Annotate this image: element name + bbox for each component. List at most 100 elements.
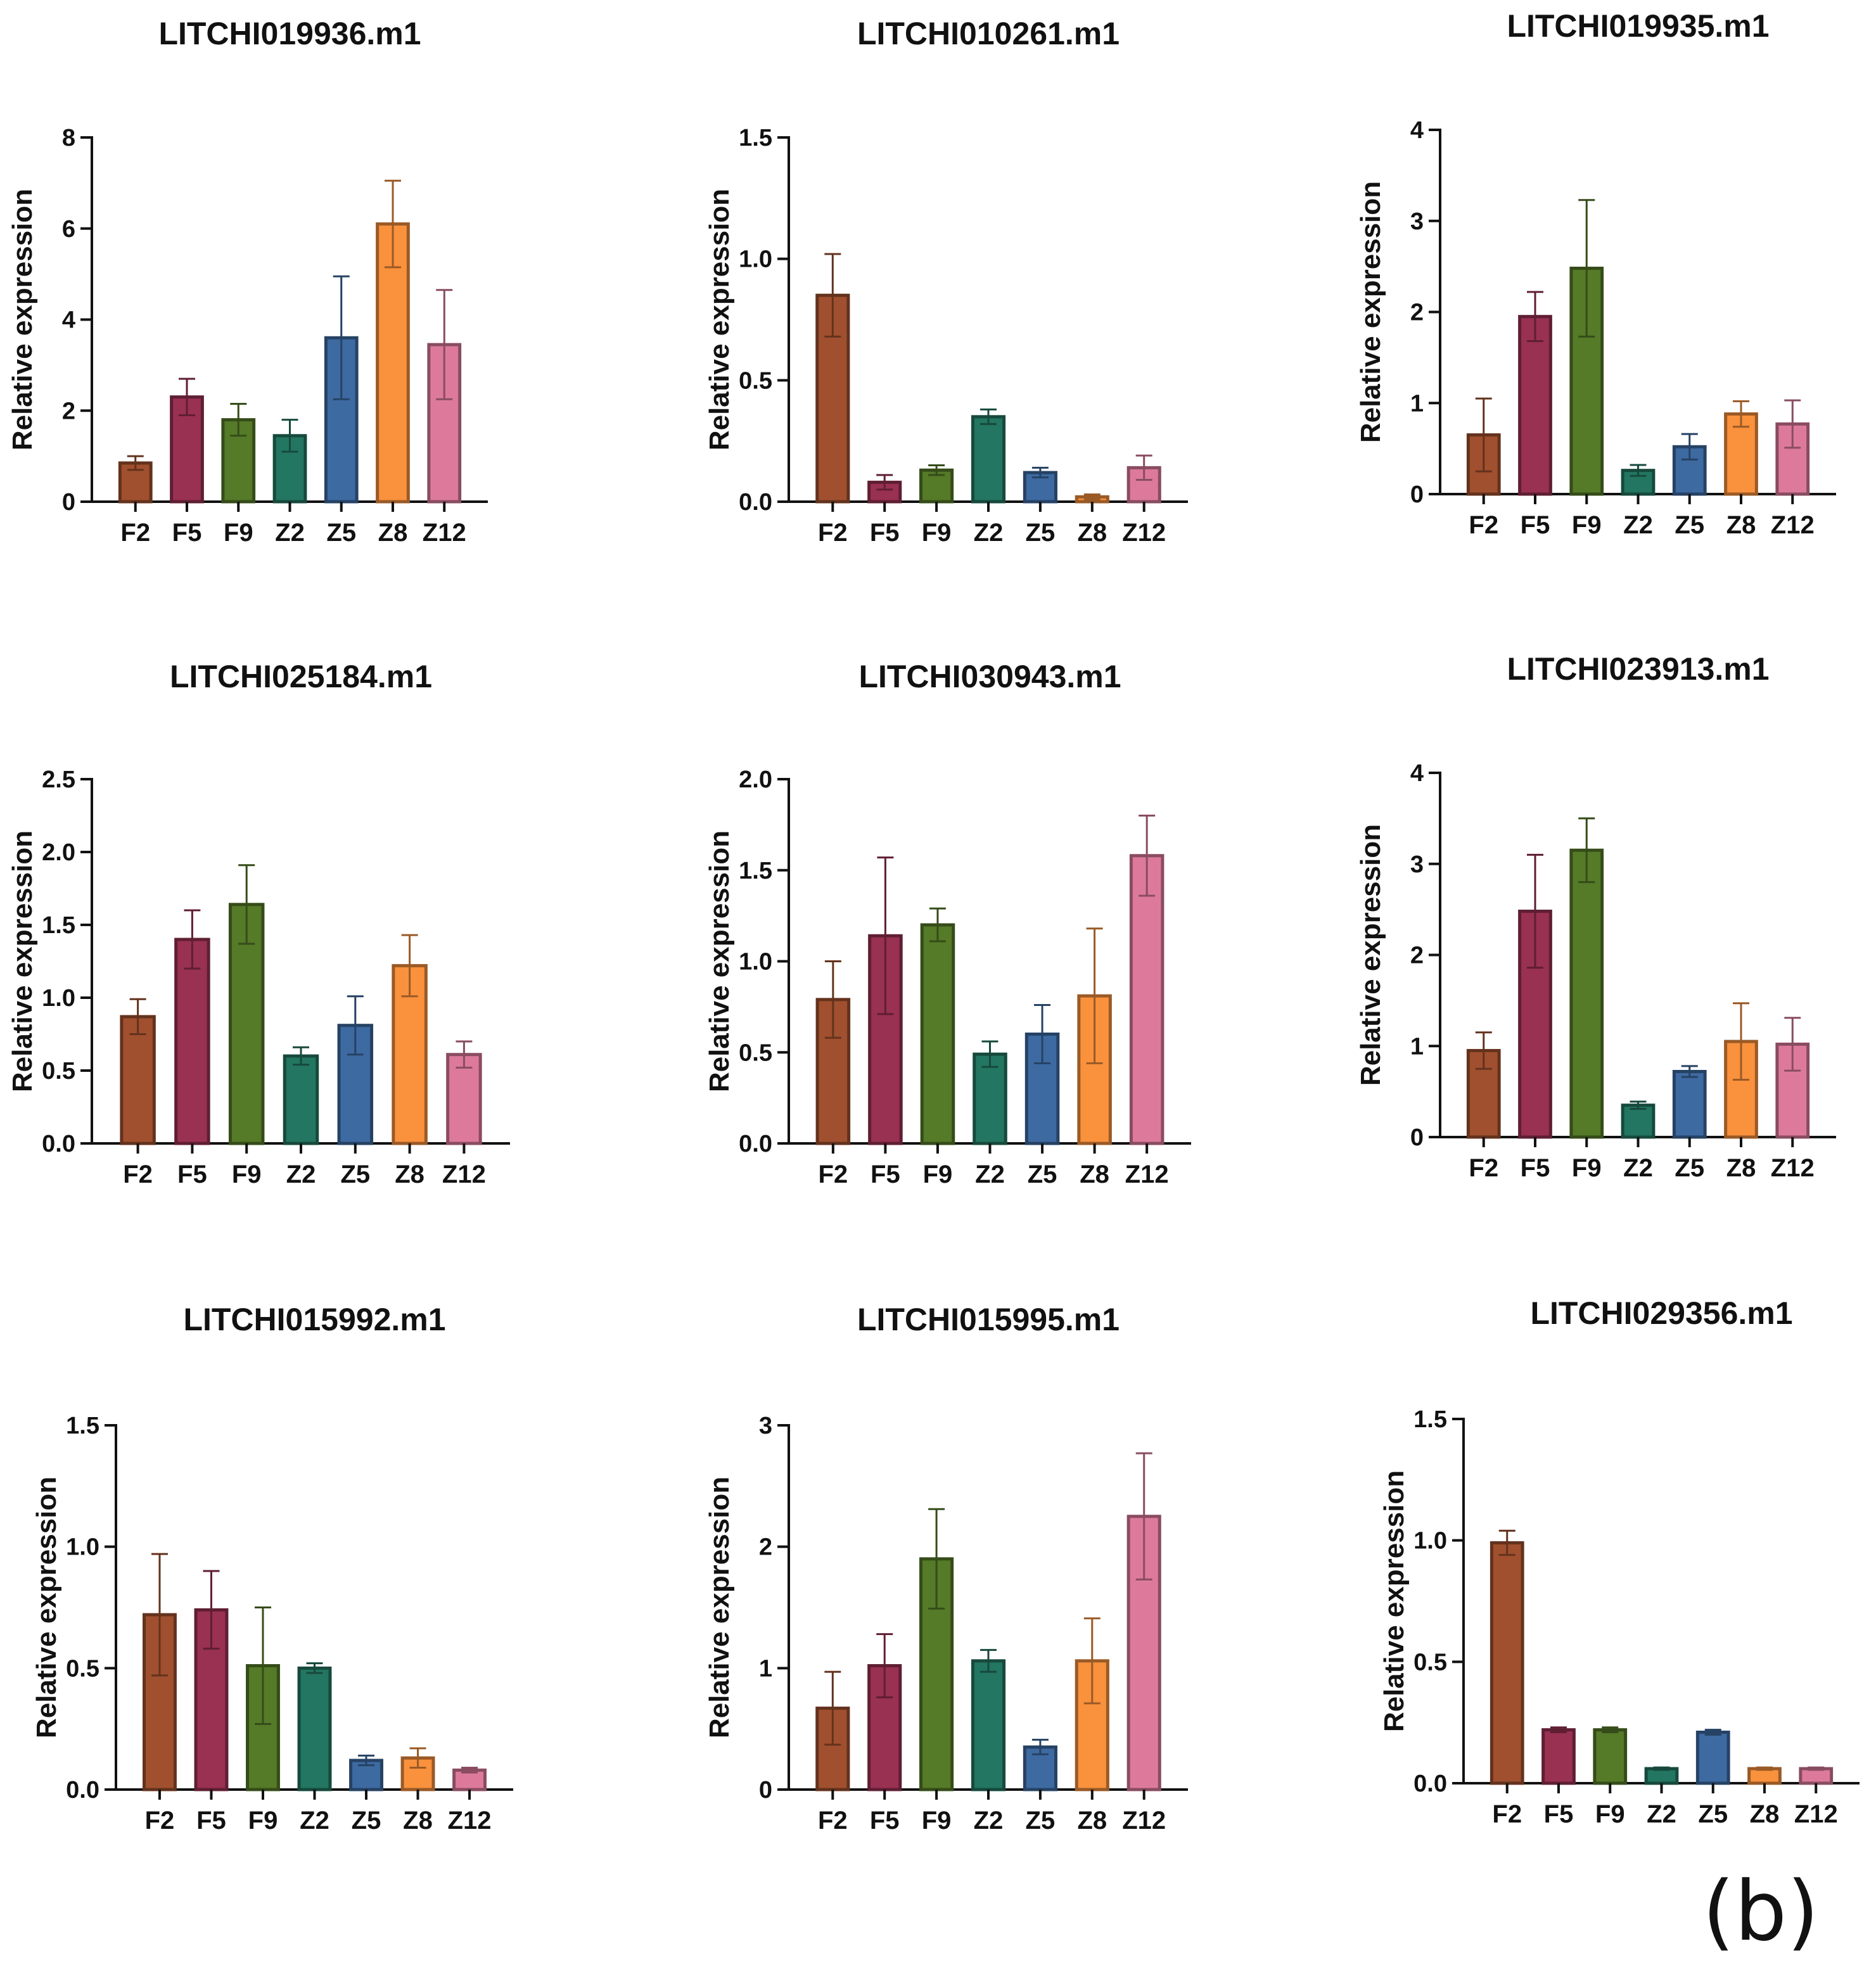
bar-F5 bbox=[1541, 1728, 1576, 1785]
x-tick-label: Z5 bbox=[340, 1161, 370, 1188]
x-tick-label: F2 bbox=[1469, 1154, 1498, 1182]
x-tick-label: F9 bbox=[923, 1161, 953, 1188]
y-tick-label: 0 bbox=[1410, 1124, 1424, 1151]
y-tick-label: 0.5 bbox=[66, 1655, 99, 1682]
y-tick-label: 0 bbox=[1410, 481, 1424, 508]
x-tick-label: Z2 bbox=[1647, 1800, 1676, 1828]
x-tick-label: Z2 bbox=[975, 1161, 1005, 1188]
y-tick-label: 2 bbox=[759, 1534, 772, 1561]
x-tick-label: Z8 bbox=[1726, 1154, 1756, 1182]
x-tick-label: Z2 bbox=[275, 519, 305, 547]
chart-title: LITCHI023913.m1 bbox=[1507, 651, 1769, 687]
x-tick-label: Z12 bbox=[448, 1807, 492, 1835]
y-tick-label: 1.5 bbox=[739, 125, 772, 151]
bar-Z2 bbox=[1621, 1104, 1656, 1139]
x-tick-label: Z12 bbox=[1771, 1154, 1815, 1182]
y-tick-label: 0.5 bbox=[1413, 1649, 1447, 1676]
panel-label: (b) bbox=[1702, 1863, 1819, 1959]
y-tick-label: 1 bbox=[1410, 1033, 1424, 1060]
y-tick-label: 6 bbox=[62, 216, 75, 243]
chart-panel-5: LITCHI030943.m1 Relative expression 0.0 0.5… bbox=[704, 659, 1191, 1188]
chart-panel-7: LITCHI015992.m1 Relative expression 0.0 0.5… bbox=[31, 1302, 513, 1835]
y-tick-label: 0.0 bbox=[1413, 1771, 1447, 1797]
bar-F5 bbox=[1518, 315, 1552, 496]
x-tick-label: Z8 bbox=[403, 1807, 433, 1835]
y-tick-label: 1.0 bbox=[739, 246, 772, 273]
y-tick-label: 0.5 bbox=[42, 1058, 75, 1085]
chart-title: LITCHI030943.m1 bbox=[858, 659, 1121, 694]
x-tick-label: Z5 bbox=[1026, 519, 1056, 547]
bar-Z8 bbox=[1747, 1767, 1782, 1785]
y-tick-label: 1.0 bbox=[66, 1534, 99, 1561]
x-tick-label: F2 bbox=[1492, 1800, 1522, 1828]
y-axis-label: Relative expression bbox=[1379, 1470, 1410, 1732]
x-tick-label: Z8 bbox=[378, 519, 408, 547]
chart-title: LITCHI015992.m1 bbox=[183, 1302, 445, 1337]
y-tick-label: 1.0 bbox=[739, 949, 772, 976]
x-tick-label: F5 bbox=[1521, 511, 1550, 539]
x-tick-label: Z12 bbox=[1122, 1807, 1166, 1835]
bar-F2 bbox=[1490, 1541, 1524, 1785]
bar-F9 bbox=[1593, 1728, 1628, 1785]
chart-title: LITCHI019936.m1 bbox=[158, 16, 421, 51]
chart-title: LITCHI010261.m1 bbox=[857, 16, 1120, 51]
x-tick-label: F9 bbox=[922, 1807, 952, 1835]
x-tick-label: Z8 bbox=[1750, 1800, 1780, 1828]
x-tick-label: Z8 bbox=[1077, 519, 1107, 547]
y-tick-label: 2 bbox=[62, 398, 75, 424]
bar-Z12 bbox=[1129, 854, 1165, 1145]
x-tick-label: Z2 bbox=[300, 1807, 329, 1835]
chart-title: LITCHI015995.m1 bbox=[857, 1302, 1120, 1337]
y-tick-label: 1.5 bbox=[66, 1413, 99, 1439]
bar-Z2 bbox=[971, 1659, 1006, 1791]
chart-panel-9: LITCHI029356.m1 Relative expression 0.0 0.5… bbox=[1379, 1295, 1860, 1828]
y-axis-label: Relative expression bbox=[704, 830, 735, 1092]
x-tick-label: F5 bbox=[172, 519, 202, 547]
chart-title: LITCHI029356.m1 bbox=[1530, 1295, 1792, 1331]
x-tick-label: F9 bbox=[1595, 1800, 1625, 1828]
bar-Z5 bbox=[1695, 1731, 1730, 1785]
x-tick-label: F9 bbox=[922, 519, 952, 547]
bar-F9 bbox=[1569, 848, 1604, 1139]
x-tick-label: Z12 bbox=[1771, 511, 1815, 539]
y-axis-label: Relative expression bbox=[704, 189, 735, 450]
y-tick-label: 1.0 bbox=[1413, 1528, 1447, 1555]
y-axis-label: Relative expression bbox=[7, 189, 38, 450]
x-tick-label: F5 bbox=[196, 1807, 226, 1835]
bar-Z5 bbox=[1672, 1070, 1707, 1139]
x-tick-label: Z12 bbox=[423, 519, 466, 547]
x-tick-label: Z5 bbox=[1675, 511, 1704, 539]
y-tick-label: 0 bbox=[62, 489, 75, 516]
y-tick-label: 1 bbox=[759, 1655, 772, 1682]
y-tick-label: 4 bbox=[1410, 117, 1424, 144]
y-tick-label: 8 bbox=[62, 125, 75, 151]
bar-F9 bbox=[920, 923, 955, 1145]
chart-panel-3: LITCHI019935.m1 Relative expression 0 1 2 3 4 F… bbox=[1355, 8, 1836, 539]
y-tick-label: 4 bbox=[62, 307, 75, 334]
y-tick-label: 2.5 bbox=[42, 767, 75, 793]
bar-Z8 bbox=[376, 222, 410, 504]
chart-panel-4: LITCHI025184.m1 Relative expression 0.0 0.5… bbox=[7, 659, 510, 1188]
y-tick-label: 1.0 bbox=[42, 985, 75, 1012]
x-tick-label: Z5 bbox=[1028, 1161, 1057, 1188]
x-tick-label: F2 bbox=[818, 1807, 848, 1835]
x-tick-label: F5 bbox=[870, 1807, 900, 1835]
chart-panel-8: LITCHI015995.m1 Relative expression 0 1 2 3 F2… bbox=[704, 1302, 1188, 1835]
x-tick-label: Z12 bbox=[1794, 1800, 1838, 1828]
x-tick-label: F5 bbox=[870, 519, 900, 547]
x-tick-label: Z5 bbox=[1698, 1800, 1728, 1828]
x-tick-label: Z2 bbox=[1623, 1154, 1653, 1182]
y-axis-label: Relative expression bbox=[7, 830, 38, 1092]
x-tick-label: Z5 bbox=[1026, 1807, 1056, 1835]
y-tick-label: 1 bbox=[1410, 390, 1424, 417]
x-tick-label: Z12 bbox=[442, 1161, 486, 1188]
y-tick-label: 1.5 bbox=[739, 858, 772, 884]
y-tick-label: 3 bbox=[1410, 851, 1424, 878]
x-tick-label: F9 bbox=[1572, 1154, 1602, 1182]
chart-panel-6: LITCHI023913.m1 Relative expression 0 1 2 3 4 F… bbox=[1355, 651, 1836, 1182]
x-tick-label: Z8 bbox=[1077, 1807, 1107, 1835]
x-tick-label: F5 bbox=[177, 1161, 207, 1188]
x-tick-label: F5 bbox=[871, 1161, 900, 1188]
y-tick-label: 1.5 bbox=[42, 912, 75, 939]
x-tick-label: F2 bbox=[819, 1161, 848, 1188]
